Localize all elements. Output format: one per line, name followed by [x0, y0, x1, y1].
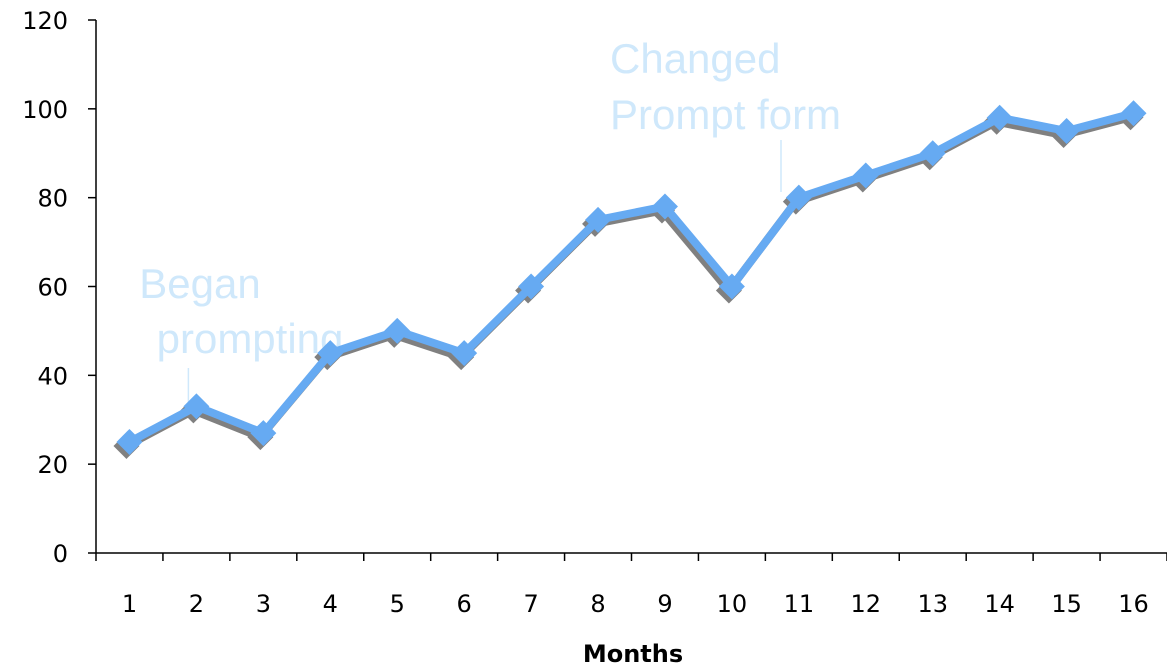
- x-tick-label: 4: [323, 590, 338, 618]
- data-point: [785, 184, 812, 211]
- data-point: [250, 420, 277, 447]
- x-tick-label: 12: [851, 590, 882, 618]
- x-axis-label: Months: [583, 640, 683, 666]
- x-tick-label: 2: [189, 590, 204, 618]
- x-tick-label: 8: [590, 590, 605, 618]
- x-tick-label: 10: [717, 590, 748, 618]
- x-tick-label: 13: [917, 590, 948, 618]
- series: [116, 100, 1147, 455]
- x-tick-label: 7: [523, 590, 538, 618]
- x-tick-label: 11: [784, 590, 815, 618]
- series-line: [127, 109, 1135, 446]
- annotations: Began prompting Changed Prompt form: [139, 35, 841, 412]
- series-shadow: [113, 104, 1144, 459]
- y-tick-label: 120: [22, 7, 68, 35]
- data-point: [919, 140, 946, 167]
- y-tick-label: 100: [22, 96, 68, 124]
- x-tick-label: 6: [457, 590, 472, 618]
- x-tick-label: 5: [390, 590, 405, 618]
- data-point: [852, 162, 879, 189]
- data-point: [183, 393, 210, 420]
- series-shadow-line: [124, 113, 1132, 450]
- data-point: [1053, 118, 1080, 145]
- x-tick-label: 1: [122, 590, 137, 618]
- data-point: [986, 104, 1013, 131]
- x-tick-label: 14: [984, 590, 1015, 618]
- data-point: [317, 340, 344, 367]
- y-tick-label: 0: [53, 540, 68, 568]
- data-point: [451, 340, 478, 367]
- data-point: [518, 273, 545, 300]
- data-point: [1120, 100, 1147, 127]
- y-tick-label: 60: [37, 274, 68, 302]
- x-tick-label: 9: [657, 590, 672, 618]
- data-point: [718, 273, 745, 300]
- annotation-text: Prompt form: [610, 91, 841, 138]
- annotation-text: Began: [139, 260, 260, 307]
- y-tick-label: 40: [37, 362, 68, 390]
- y-tick-label: 20: [37, 451, 68, 479]
- data-point: [384, 317, 411, 344]
- y-tick-label: 80: [37, 185, 68, 213]
- x-tick-label: 15: [1051, 590, 1082, 618]
- data-point: [585, 206, 612, 233]
- x-tick-label: 3: [256, 590, 271, 618]
- annotation-text: prompting: [157, 315, 344, 362]
- annotation-text: Changed: [610, 35, 780, 82]
- data-point: [651, 193, 678, 220]
- data-point: [116, 428, 143, 455]
- x-tick-label: 16: [1118, 590, 1149, 618]
